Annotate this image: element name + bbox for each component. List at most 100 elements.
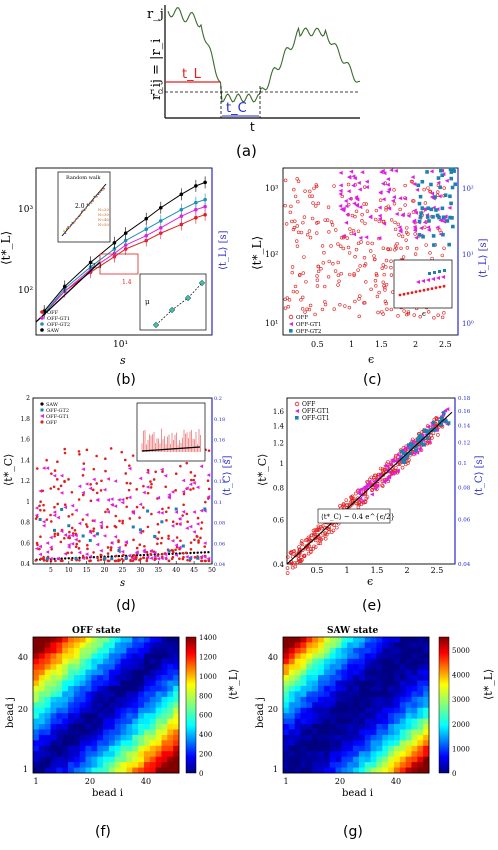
g-heat-cell bbox=[417, 762, 424, 768]
d-point-off bbox=[113, 559, 117, 563]
g-heat-cell bbox=[306, 751, 313, 758]
f-heat-cell bbox=[73, 724, 81, 730]
g-heat-cell bbox=[417, 691, 424, 698]
g-ytick-40: 40 bbox=[268, 653, 278, 662]
d-point-gt1 bbox=[181, 478, 186, 483]
d-point-gt1 bbox=[145, 470, 150, 475]
g-heat-cell bbox=[323, 707, 331, 714]
g-heat-cell bbox=[370, 762, 377, 768]
e-point-off bbox=[318, 541, 323, 546]
c-point-off bbox=[432, 316, 436, 320]
c-point-off bbox=[299, 298, 303, 302]
e-point-off bbox=[312, 531, 317, 535]
d-point-saw bbox=[60, 557, 63, 560]
f-heat-cell bbox=[126, 756, 133, 763]
e-point-gt1 bbox=[426, 424, 431, 429]
e-point-off bbox=[334, 525, 339, 530]
c-point-off bbox=[360, 212, 364, 217]
t-axis-label: t bbox=[250, 120, 255, 134]
f-heat-cell bbox=[126, 669, 133, 676]
f-heat-cell bbox=[91, 767, 98, 774]
inset-point bbox=[100, 189, 103, 192]
g-heat-cell bbox=[341, 767, 348, 774]
c-point-gt1 bbox=[398, 196, 403, 201]
d-point-off bbox=[39, 557, 43, 561]
e-point-gt1b bbox=[401, 460, 405, 464]
c-point-off bbox=[315, 278, 320, 282]
f-heat-cell bbox=[79, 637, 86, 643]
f-heat-cell bbox=[108, 702, 116, 709]
g-cbar-tick: 4000 bbox=[452, 672, 470, 680]
c-point-off bbox=[338, 244, 343, 248]
d-point-gt1 bbox=[192, 530, 196, 534]
g-heat-cell bbox=[318, 685, 325, 692]
g-heat-cell bbox=[388, 680, 395, 687]
d-point-off bbox=[67, 478, 70, 481]
g-heat-cell bbox=[411, 664, 418, 671]
panel-c-inset bbox=[393, 259, 453, 309]
g-heat-cell bbox=[353, 680, 360, 687]
panel-b-series bbox=[35, 176, 207, 323]
g-heat-cell bbox=[393, 658, 401, 665]
f-heat-cell bbox=[44, 729, 51, 736]
f-heat-cell bbox=[108, 756, 116, 763]
f-heat-cell bbox=[132, 702, 139, 709]
g-heat-cell bbox=[358, 658, 366, 665]
g-heat-cell bbox=[423, 751, 430, 758]
panel-g-xlabel: bead i bbox=[342, 788, 373, 799]
g-heat-cell bbox=[353, 637, 360, 643]
e-point-gt1 bbox=[426, 440, 431, 445]
d-point-off bbox=[96, 556, 99, 560]
f-heat-cell bbox=[73, 702, 81, 709]
g-heat-cell bbox=[399, 707, 407, 714]
d-point-gt1 bbox=[34, 546, 39, 551]
c-point-gt2 bbox=[420, 206, 425, 210]
f-heat-cell bbox=[173, 713, 180, 719]
b-point-OFF-GT2 bbox=[123, 238, 128, 243]
f-heat-cell bbox=[173, 642, 180, 649]
c-point-off bbox=[377, 290, 381, 295]
f-heat-cell bbox=[138, 696, 145, 703]
mu-inset bbox=[139, 273, 207, 331]
f-heat-cell bbox=[138, 745, 145, 752]
g-heat-cell bbox=[382, 762, 389, 768]
g-heat-cell bbox=[294, 729, 301, 736]
g-heat-cell bbox=[423, 647, 430, 654]
c-xtick-1: 1 bbox=[349, 340, 354, 349]
f-heat-cell bbox=[126, 707, 133, 714]
c-point-gt1 bbox=[444, 178, 449, 183]
f-heat-cell bbox=[103, 691, 110, 698]
f-heat-cell bbox=[44, 745, 51, 752]
c-point-off bbox=[313, 312, 317, 317]
f-heat-cell bbox=[120, 653, 127, 660]
inset-legend-n40: N=40 bbox=[98, 218, 109, 222]
f-heat-cell bbox=[108, 724, 116, 730]
d-point-gt1 bbox=[77, 521, 82, 526]
e-point-off bbox=[299, 555, 304, 560]
c-point-off bbox=[369, 287, 373, 292]
f-heat-cell bbox=[56, 718, 63, 725]
panel-g-ylabel: bead j bbox=[255, 697, 266, 728]
e-point-gt1b bbox=[416, 438, 421, 443]
c-point-gt1 bbox=[412, 228, 417, 233]
c-point-off bbox=[382, 272, 386, 277]
g-heat-cell bbox=[329, 729, 336, 736]
g-heat-cell bbox=[376, 637, 383, 643]
f-heat-cell bbox=[79, 653, 86, 660]
f-heat-cell bbox=[85, 680, 92, 687]
f-heat-cell bbox=[44, 675, 51, 681]
f-heat-cell bbox=[73, 675, 81, 681]
f-heat-cell bbox=[38, 740, 46, 747]
c-ytick-right-1: 10⁰ bbox=[462, 320, 474, 328]
inset-point bbox=[93, 195, 96, 198]
g-heat-cell bbox=[417, 734, 424, 741]
d-ytick-label: 0.6 bbox=[20, 540, 30, 547]
d-point-gt2 bbox=[189, 556, 193, 560]
g-heat-cell bbox=[364, 637, 371, 643]
c-inset-gt2 bbox=[438, 270, 441, 273]
f-heat-cell bbox=[114, 653, 121, 660]
d-point-off bbox=[138, 516, 141, 519]
e-point-off bbox=[316, 541, 321, 545]
f-heat-cell bbox=[85, 653, 92, 660]
f-heat-cell bbox=[138, 685, 145, 692]
